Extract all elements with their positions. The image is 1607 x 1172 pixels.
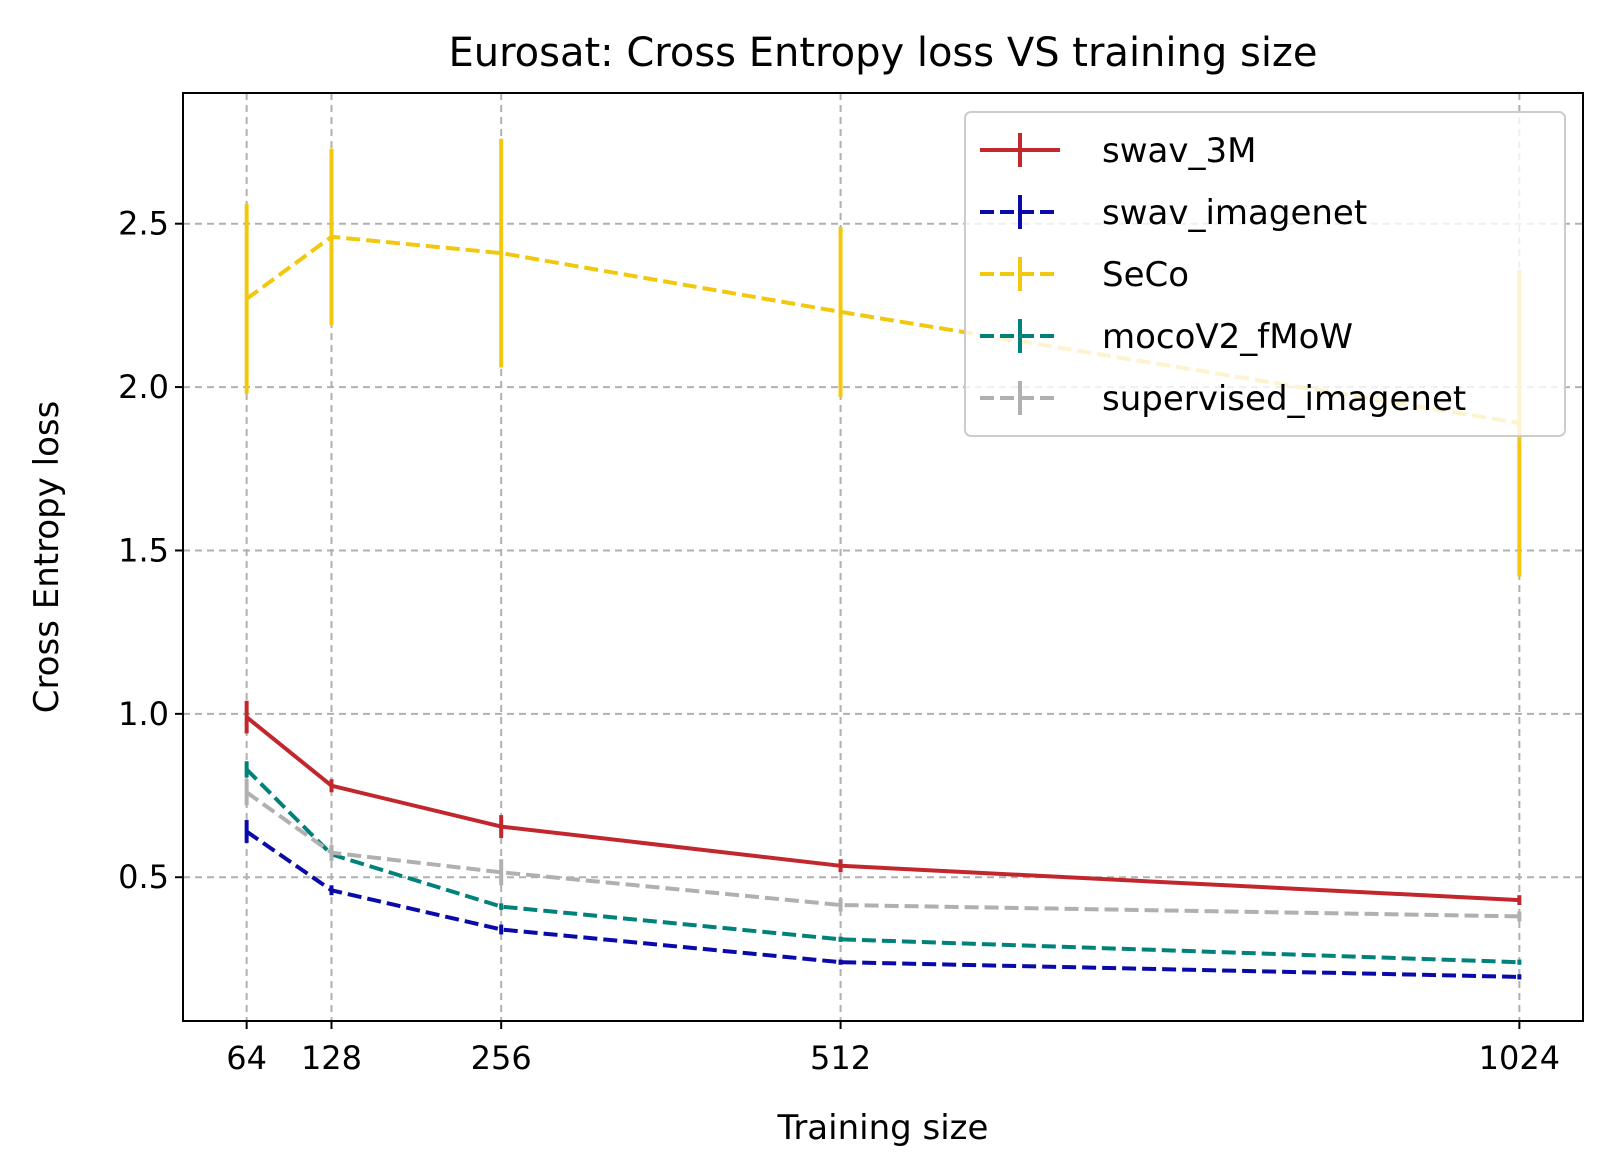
x-axis-ticks: 64 128 256 512 1024 <box>226 1021 1560 1077</box>
series-line <box>245 767 1520 965</box>
y-axis-label: Cross Entropy loss <box>27 401 67 714</box>
legend-item: supervised_imagenet <box>980 379 1466 419</box>
x-tick-label: 128 <box>301 1039 362 1077</box>
y-tick-label: 2.0 <box>118 368 169 406</box>
legend-item: mocoV2_fMoW <box>980 317 1353 357</box>
legend: swav_3M swav_imagenet SeCo mocoV2_fMoWsuper… <box>964 111 1566 437</box>
legend-label: swav_3M <box>1102 131 1256 171</box>
series-line <box>245 715 1520 903</box>
x-tick-label: 1024 <box>1479 1039 1560 1077</box>
y-tick-label: 1.5 <box>118 531 169 569</box>
series-swav_imagenet <box>244 820 1522 980</box>
legend-item: SeCo <box>980 255 1189 295</box>
series-supervised_imagenet <box>244 779 1522 922</box>
legend-label: mocoV2_fMoW <box>1102 317 1353 357</box>
series-line <box>245 829 1520 979</box>
y-tick-label: 1.0 <box>118 695 169 733</box>
x-axis-label: Training size <box>777 1108 989 1148</box>
legend-label: swav_imagenet <box>1102 193 1367 233</box>
series-swav_3M <box>244 700 1522 905</box>
x-tick-label: 64 <box>226 1039 267 1077</box>
legend-item: swav_imagenet <box>980 193 1367 233</box>
x-tick-label: 256 <box>471 1039 532 1077</box>
legend-label: SeCo <box>1102 255 1189 295</box>
y-tick-label: 0.5 <box>118 858 169 896</box>
plot-frame <box>182 92 1584 1022</box>
y-tick-label: 2.5 <box>118 205 169 243</box>
y-axis-ticks: 0.5 1.0 1.5 2.0 2.5 <box>118 205 183 896</box>
legend-label: supervised_imagenet <box>1102 379 1466 419</box>
legend-item: swav_3M <box>980 131 1256 171</box>
chart-title: Eurosat: Cross Entropy loss VS training … <box>448 30 1317 76</box>
x-tick-label: 512 <box>810 1039 871 1077</box>
legend-box <box>964 111 1566 437</box>
series-line <box>245 790 1520 919</box>
